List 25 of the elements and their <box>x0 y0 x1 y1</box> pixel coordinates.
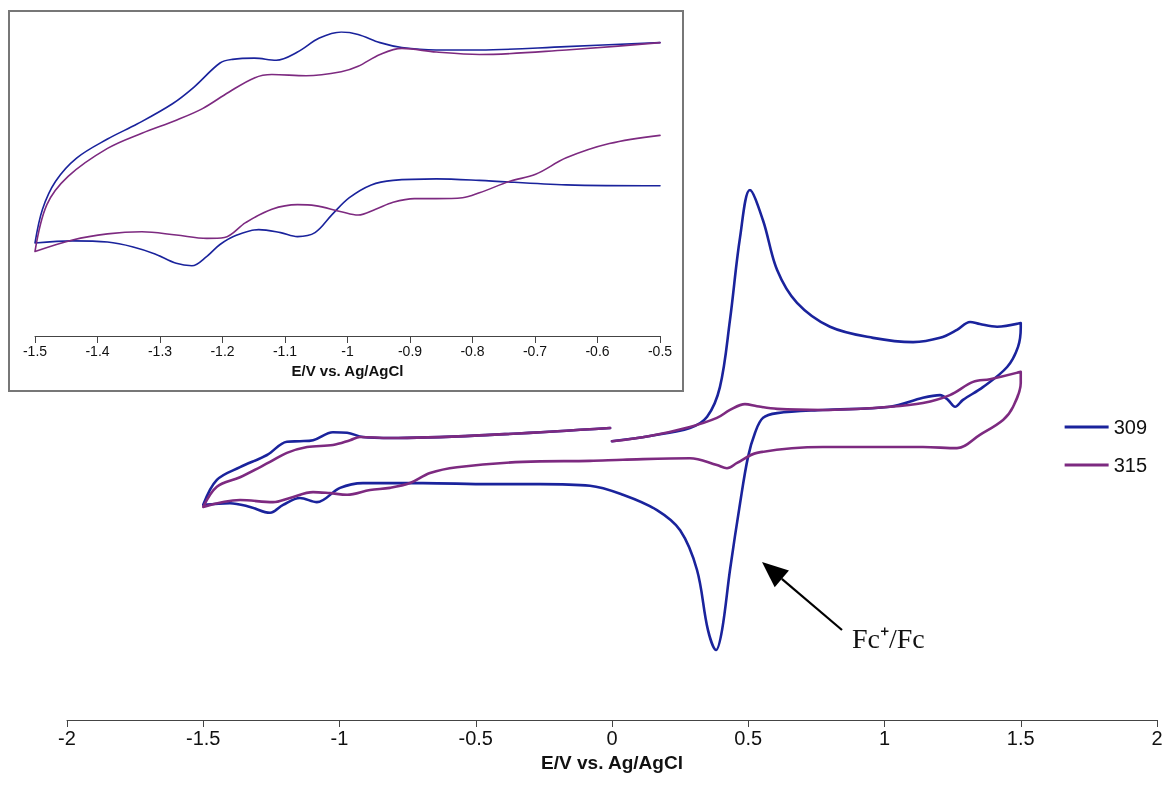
x-tick-label: -1.5 <box>186 727 221 749</box>
x-tick-label: -0.8 <box>460 343 485 359</box>
x-axis-title: E/V vs. Ag/AgCl <box>291 361 404 379</box>
x-tick-label: -1.4 <box>85 343 110 359</box>
x-tick-label: -0.5 <box>458 727 493 749</box>
x-tick-label: -1.5 <box>22 343 48 359</box>
x-tick-label: 1 <box>878 727 891 749</box>
x-tick-label: -1.1 <box>272 343 298 359</box>
x-tick-label: -2 <box>58 727 76 749</box>
x-tick-label: -1.2 <box>210 343 235 359</box>
x-axis-title: E/V vs. Ag/AgCl <box>541 751 683 773</box>
x-tick-label: 0.5 <box>734 727 763 749</box>
x-tick-label: -0.5 <box>647 343 673 359</box>
annotation: Fc⁺/Fc <box>852 622 925 656</box>
x-tick-label: -0.7 <box>522 343 548 359</box>
x-tick-label: -0.9 <box>397 343 423 359</box>
x-tick-label: 1.5 <box>1006 727 1035 749</box>
x-tick-label: -1 <box>330 727 349 749</box>
x-tick-label: -1 <box>341 343 354 359</box>
legend-label: 309 <box>1113 416 1148 438</box>
x-tick-label: 2 <box>1151 727 1163 749</box>
x-tick-label: 0 <box>606 727 618 749</box>
x-tick-label: -1.3 <box>147 343 173 359</box>
x-tick-label: -0.6 <box>585 343 610 359</box>
legend-label: 315 <box>1113 454 1148 476</box>
